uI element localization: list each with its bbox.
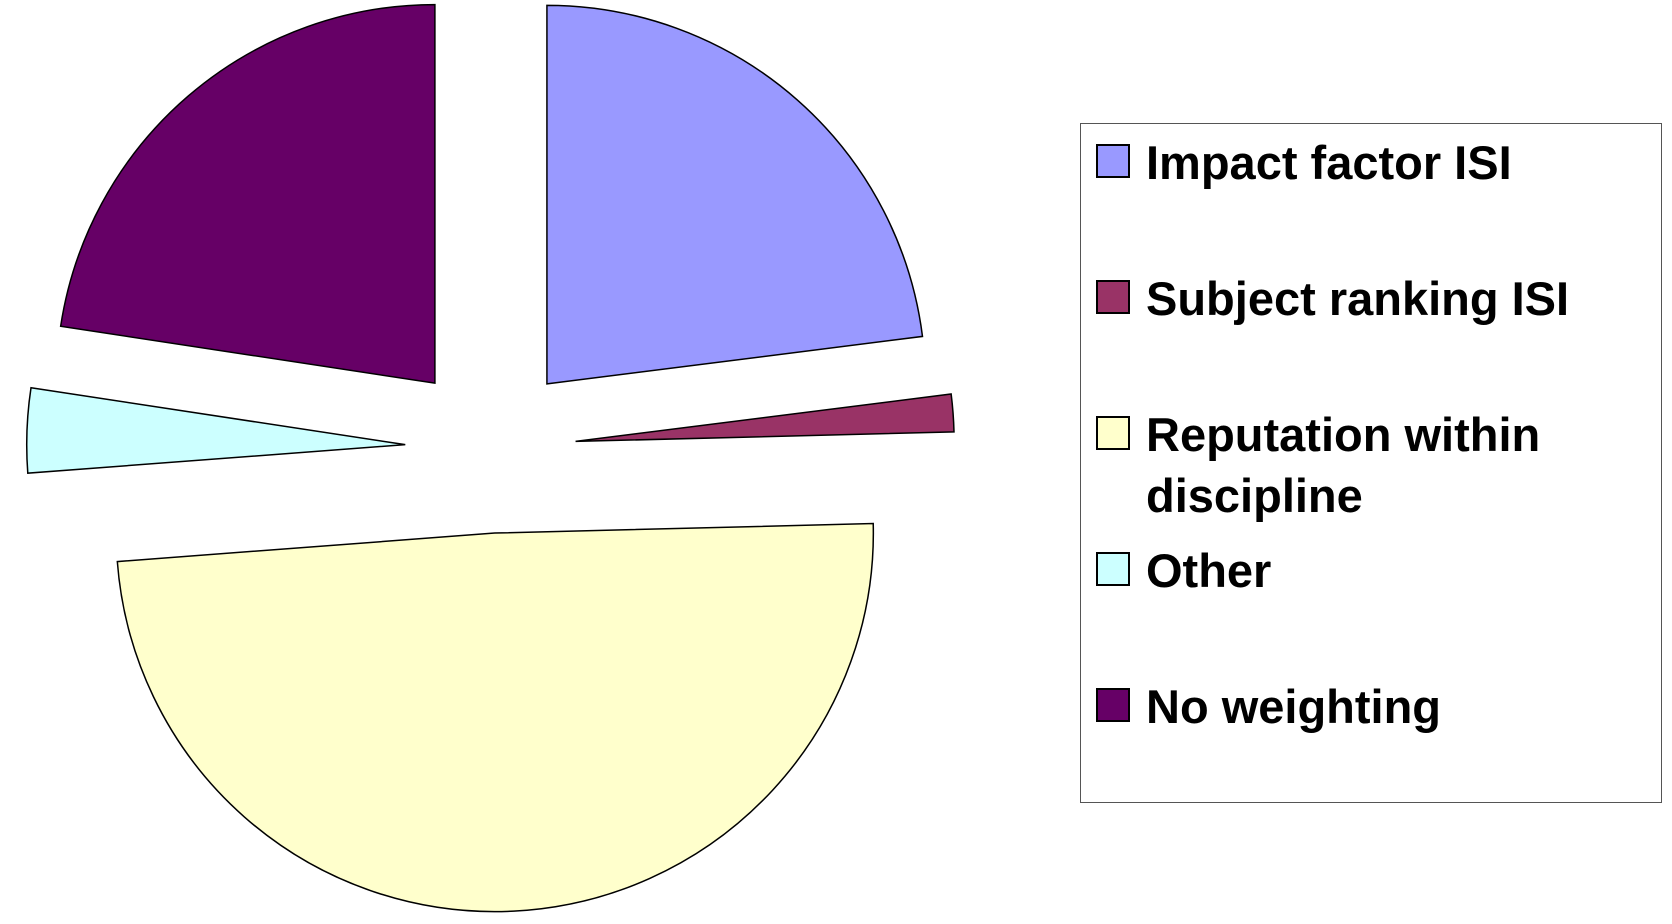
legend-label: Other [1146, 544, 1272, 597]
pie-slice [59, 3, 436, 385]
legend-swatch [1096, 552, 1130, 586]
legend: Impact factor ISI Subject ranking ISI Repu… [1080, 123, 1662, 803]
pie-slice [25, 386, 406, 474]
legend-swatch [1096, 416, 1130, 450]
legend-swatch [1096, 144, 1130, 178]
pie-slice [546, 4, 924, 385]
legend-label: No weighting [1146, 680, 1442, 733]
legend-label: Impact factor ISI [1146, 136, 1512, 189]
pie-slice [575, 393, 955, 443]
legend-swatch [1096, 688, 1130, 722]
legend-label: Subject ranking ISI [1146, 272, 1570, 325]
legend-label: Reputation within discipline [1146, 408, 1541, 522]
pie [25, 3, 955, 913]
legend-swatch [1096, 280, 1130, 314]
pie-slice [116, 522, 875, 913]
